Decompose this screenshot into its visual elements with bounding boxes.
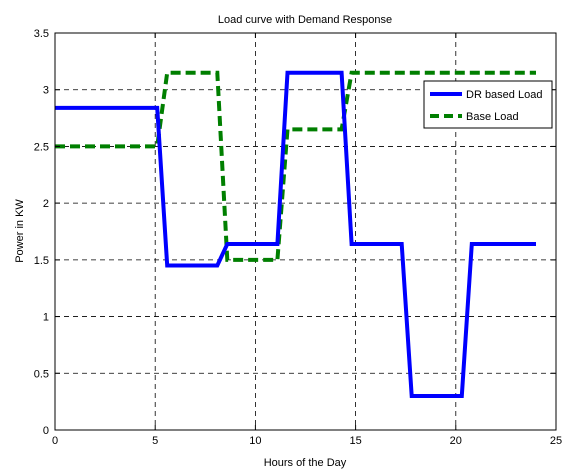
y-tick-label: 3 bbox=[43, 85, 49, 97]
chart-title: Load curve with Demand Response bbox=[218, 14, 392, 26]
x-tick-label: 15 bbox=[349, 435, 361, 447]
legend-box bbox=[423, 80, 553, 129]
x-tick-label: 0 bbox=[52, 435, 58, 447]
y-axis-title: Power in KW bbox=[14, 199, 26, 263]
y-tick-label: 1 bbox=[43, 312, 49, 324]
series-line-dr-based-load bbox=[55, 70, 536, 398]
legend: DR based Load Base Load bbox=[423, 80, 553, 129]
y-tick-label: 0.5 bbox=[34, 368, 49, 380]
legend-label-base-load: Base Load bbox=[466, 111, 519, 123]
x-tick-label: 10 bbox=[249, 435, 261, 447]
plot-frame bbox=[54, 32, 557, 431]
series-line-base-load bbox=[55, 70, 536, 262]
y-tick-label: 0 bbox=[43, 425, 49, 437]
axis-ticks: 0 5 10 15 20 25 0 0.5 1 1.5 2 2.5 3 3.5 bbox=[34, 28, 562, 447]
y-tick-label: 2 bbox=[43, 198, 49, 210]
y-tick-label: 1.5 bbox=[34, 255, 49, 267]
x-axis-title: Hours of the Day bbox=[264, 457, 347, 469]
series-layer bbox=[55, 70, 536, 398]
x-tick-label: 25 bbox=[550, 435, 562, 447]
x-tick-label: 20 bbox=[450, 435, 462, 447]
y-tick-label: 2.5 bbox=[34, 141, 49, 153]
x-tick-label: 5 bbox=[152, 435, 158, 447]
legend-label-dr-based-load: DR based Load bbox=[466, 89, 542, 101]
y-tick-label: 3.5 bbox=[34, 28, 49, 40]
